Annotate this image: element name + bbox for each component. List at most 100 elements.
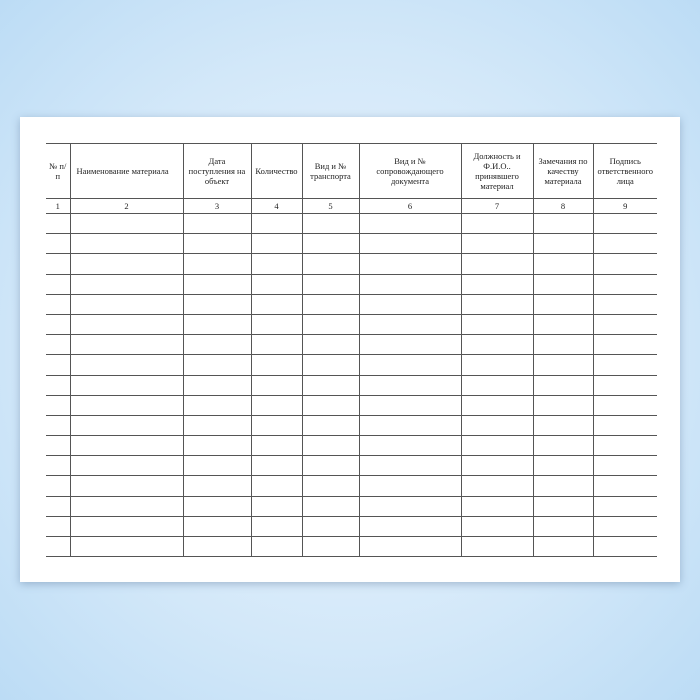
empty-cell <box>69 394 183 416</box>
empty-cell <box>460 273 533 295</box>
empty-cell <box>532 455 593 477</box>
empty-cell <box>532 334 593 356</box>
header-cell: Вид и № транспорта <box>301 143 359 199</box>
empty-cell <box>460 253 533 275</box>
empty-cell <box>46 515 70 538</box>
empty-cell <box>182 394 251 416</box>
empty-cell <box>358 394 461 416</box>
empty-cell <box>69 273 183 295</box>
table-row <box>46 313 657 336</box>
empty-cell <box>358 334 461 356</box>
empty-cell <box>592 394 657 416</box>
empty-cell <box>182 354 251 376</box>
empty-cell <box>69 475 183 497</box>
empty-cell <box>46 212 70 235</box>
empty-cell <box>69 455 183 477</box>
empty-cell <box>532 354 593 376</box>
empty-cell <box>46 313 70 336</box>
empty-cell <box>250 394 302 416</box>
empty-cell <box>69 334 183 356</box>
header-cell: Количество <box>250 143 302 199</box>
empty-cell <box>182 495 251 517</box>
empty-cell <box>592 535 657 558</box>
empty-cell <box>301 253 359 275</box>
empty-cell <box>532 212 593 235</box>
empty-cell <box>532 394 593 416</box>
empty-cell <box>250 253 302 275</box>
empty-cell <box>301 495 359 517</box>
empty-cell <box>182 515 251 538</box>
empty-cell <box>46 273 70 295</box>
empty-cell <box>69 414 183 437</box>
empty-cell <box>358 253 461 275</box>
empty-cell <box>250 354 302 376</box>
empty-cell <box>250 293 302 315</box>
empty-cell <box>301 535 359 558</box>
empty-cell <box>460 535 533 558</box>
empty-cell <box>460 475 533 497</box>
empty-cell <box>301 334 359 356</box>
empty-cell <box>250 535 302 558</box>
table-row <box>46 334 657 356</box>
empty-cell <box>69 233 183 255</box>
empty-cell <box>46 374 70 396</box>
header-cell: Вид и № сопровождающего документа <box>358 143 461 199</box>
empty-cell <box>46 475 70 497</box>
empty-cell <box>358 233 461 255</box>
empty-cell <box>358 414 461 437</box>
empty-cell <box>532 313 593 336</box>
header-row: № п/п Наименование материала Дата поступ… <box>46 143 657 199</box>
empty-cell <box>182 334 251 356</box>
empty-cell <box>301 374 359 396</box>
empty-cell <box>46 495 70 517</box>
empty-cell <box>358 515 461 538</box>
empty-cell <box>592 212 657 235</box>
empty-cell <box>182 374 251 396</box>
empty-cell <box>46 535 70 558</box>
empty-cell <box>46 435 70 457</box>
empty-cell <box>532 495 593 517</box>
empty-cell <box>460 354 533 376</box>
column-number-row: 1 2 3 4 5 6 7 8 9 <box>46 198 657 214</box>
empty-cell <box>358 435 461 457</box>
empty-cell <box>250 334 302 356</box>
empty-cell <box>592 435 657 457</box>
header-cell: Замечания по качеству материала <box>532 143 593 199</box>
table-row <box>46 455 657 477</box>
table-row <box>46 394 657 416</box>
empty-cell <box>301 233 359 255</box>
empty-cell <box>532 515 593 538</box>
header-cell: Дата поступления на объект <box>182 143 251 199</box>
empty-cell <box>182 455 251 477</box>
empty-cell <box>182 414 251 437</box>
empty-cell <box>532 535 593 558</box>
column-number: 5 <box>301 198 359 214</box>
column-number: 6 <box>358 198 461 214</box>
empty-cell <box>46 394 70 416</box>
empty-cell <box>250 212 302 235</box>
empty-cell <box>460 495 533 517</box>
empty-cell <box>46 293 70 315</box>
empty-cell <box>69 435 183 457</box>
empty-cell <box>301 212 359 235</box>
empty-cell <box>460 212 533 235</box>
empty-cell <box>358 273 461 295</box>
empty-cell <box>532 273 593 295</box>
empty-cell <box>358 495 461 517</box>
empty-cell <box>301 435 359 457</box>
empty-cell <box>460 394 533 416</box>
empty-cell <box>592 354 657 376</box>
empty-cell <box>182 233 251 255</box>
empty-cell <box>301 293 359 315</box>
empty-cell <box>250 455 302 477</box>
empty-cell <box>250 313 302 336</box>
table-row <box>46 233 657 255</box>
empty-cell <box>460 374 533 396</box>
table-row <box>46 293 657 315</box>
empty-cell <box>301 354 359 376</box>
materials-log-table: № п/п Наименование материала Дата поступ… <box>46 143 657 558</box>
empty-cell <box>358 313 461 336</box>
empty-cell <box>182 535 251 558</box>
empty-cell <box>592 253 657 275</box>
empty-cell <box>592 475 657 497</box>
